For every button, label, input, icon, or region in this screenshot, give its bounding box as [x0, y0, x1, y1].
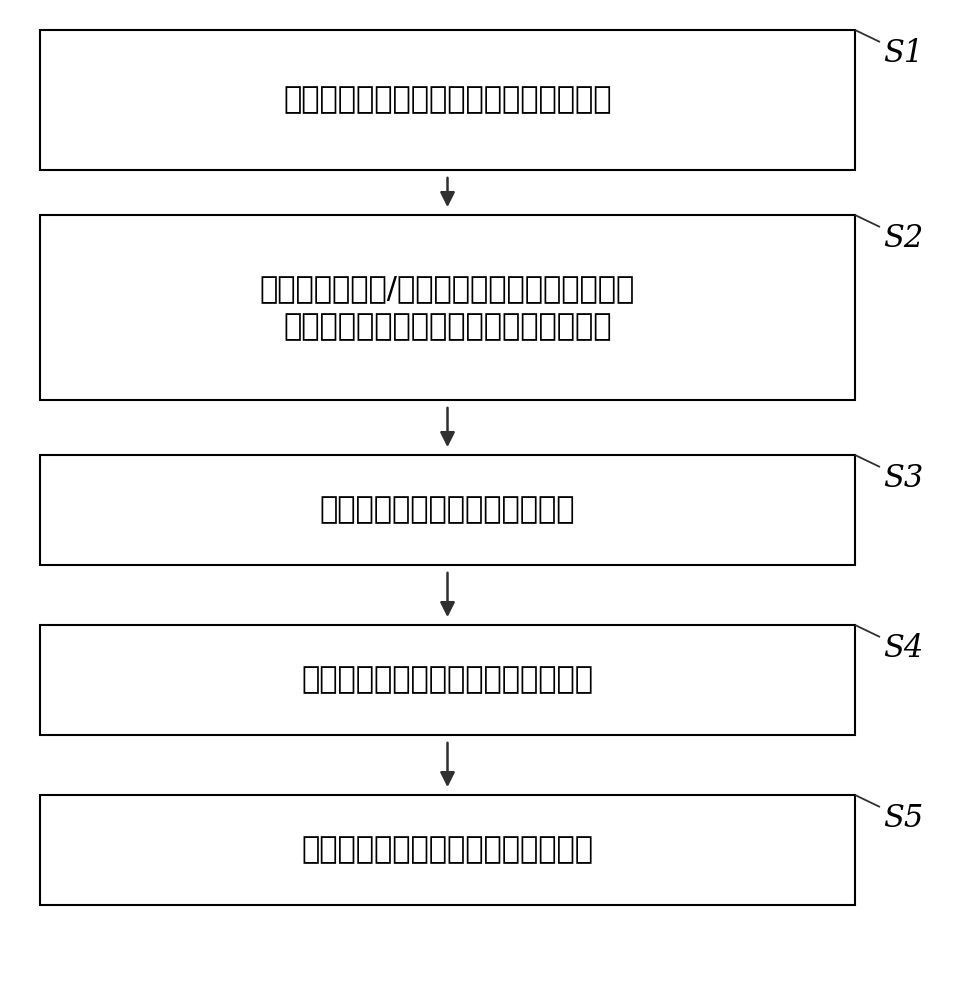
Bar [40, 30, 855, 170]
Text: 根据纹理滤波模板对视差图进行纹理滤波: 根据纹理滤波模板对视差图进行纹理滤波 [283, 312, 611, 341]
Text: 根据获取的初始左右图像对，生成视差图: 根据获取的初始左右图像对，生成视差图 [283, 86, 611, 114]
Text: 对孔洞填充后的视差图进行中值滤波: 对孔洞填充后的视差图进行中值滤波 [301, 836, 594, 864]
Text: S3: S3 [883, 463, 923, 494]
Bar [40, 795, 855, 905]
Text: 对斑点抑制后的视差图进行孔洞填充: 对斑点抑制后的视差图进行孔洞填充 [301, 666, 594, 694]
Text: 对滤波后的视差图进行斑点抑制: 对滤波后的视差图进行斑点抑制 [320, 495, 575, 524]
Text: S4: S4 [883, 633, 923, 664]
Bar [40, 215, 855, 400]
Bar [40, 625, 855, 735]
Bar [40, 455, 855, 565]
Text: S1: S1 [883, 38, 923, 69]
Text: S5: S5 [883, 803, 923, 834]
Text: S2: S2 [883, 223, 923, 254]
Text: 根据初始左图像/右图像生成纹理滤波模板，并: 根据初始左图像/右图像生成纹理滤波模板，并 [260, 274, 635, 303]
